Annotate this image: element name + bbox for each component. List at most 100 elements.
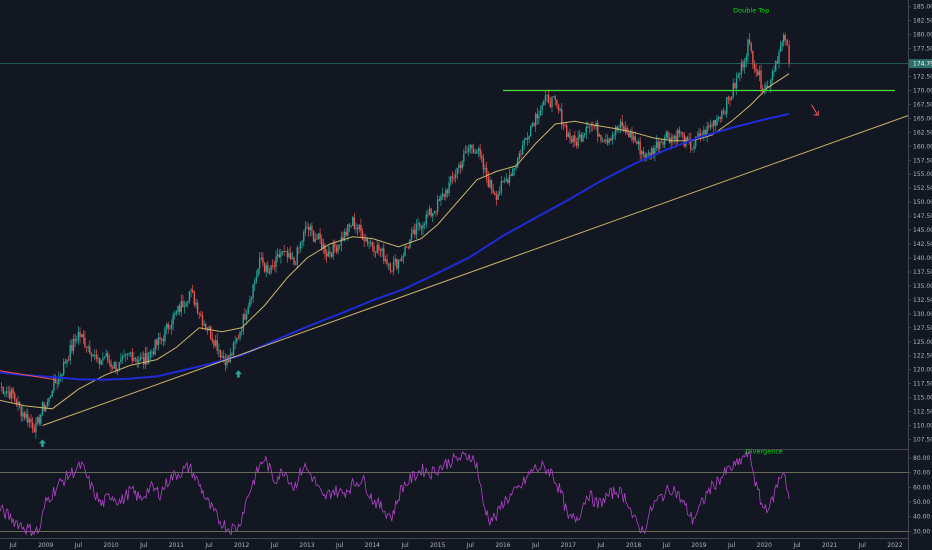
candle-body	[35, 422, 37, 433]
price-tick-label: 122.500	[913, 353, 932, 360]
candle-body	[487, 177, 489, 187]
candle-body	[335, 247, 338, 252]
candle-body	[164, 328, 166, 342]
candle-body	[211, 338, 214, 341]
candle-body	[534, 113, 537, 126]
candle-body	[51, 390, 53, 397]
time-tick-label: Jul	[74, 542, 83, 549]
candle-body	[54, 377, 57, 383]
price-tick-label: 165.000	[913, 115, 932, 122]
candle-body	[788, 45, 790, 64]
candle-body	[314, 238, 316, 242]
candle-body	[232, 342, 235, 356]
candle-body	[711, 124, 713, 127]
candle-body	[303, 232, 305, 242]
candle-body	[405, 246, 408, 248]
time-tick-label: Jul	[858, 542, 867, 549]
candle-body	[693, 145, 695, 149]
candle-body	[415, 224, 418, 235]
time-axis[interactable]: Jul 2009 Jul 2010 Jul 2011 Jul 2012 Jul 2013 Jul 20…	[8, 542, 902, 549]
trend-line[interactable]	[42, 115, 909, 426]
candle-body	[389, 263, 392, 271]
candle-body	[614, 126, 617, 135]
candle-body	[322, 244, 325, 249]
price-tick-label: 142.500	[913, 241, 932, 248]
candle-body	[247, 306, 249, 315]
candle-body	[71, 345, 73, 351]
candle-body	[332, 243, 334, 257]
candle-body	[0, 386, 3, 388]
time-tick-label: 2014	[365, 542, 380, 549]
candle-body	[516, 158, 519, 167]
candle-body	[544, 95, 547, 101]
candle-body	[213, 340, 215, 346]
candle-body	[557, 104, 560, 111]
candle-body	[183, 306, 186, 308]
candle-body	[105, 353, 107, 357]
candle-body	[376, 244, 378, 253]
price-tick-label: 155.000	[913, 171, 932, 178]
candle-body	[675, 135, 677, 142]
candle-body	[219, 350, 222, 358]
time-tick-label: Jul	[139, 542, 148, 549]
candle-body	[289, 252, 292, 259]
candle-body	[234, 341, 236, 343]
candle-body	[366, 238, 369, 244]
candle-body	[187, 300, 189, 303]
candle-body	[665, 132, 668, 138]
candle-body	[87, 346, 89, 348]
price-tick-label: 130.000	[913, 311, 932, 318]
time-tick-label: 2020	[757, 542, 772, 549]
candle-body	[597, 122, 599, 137]
candle-body	[567, 133, 570, 137]
candle-body	[123, 355, 125, 357]
candle-body	[58, 377, 60, 384]
candle-body	[298, 247, 300, 249]
candle-body	[781, 42, 783, 46]
candle-body	[585, 127, 587, 134]
time-tick-label: 2019	[691, 542, 706, 549]
candle-body	[414, 229, 416, 235]
candle-body	[436, 199, 439, 212]
candle-body	[245, 314, 248, 320]
candle-body	[198, 312, 200, 315]
candle-body	[593, 124, 596, 127]
candle-body	[430, 208, 432, 217]
candle-body	[742, 62, 744, 68]
price-tick-label: 140.000	[913, 255, 932, 262]
candle-body	[466, 151, 468, 153]
candle-body	[515, 166, 517, 169]
candle-body	[628, 132, 630, 138]
candle-body	[41, 402, 44, 415]
candle-body	[330, 253, 333, 257]
candle-body	[538, 115, 540, 119]
candle-body	[714, 120, 716, 126]
time-tick-label: 2018	[626, 542, 641, 549]
candle-body	[286, 251, 289, 258]
candle-body	[763, 88, 765, 90]
candle-body	[512, 168, 514, 177]
up-arrow-icon	[38, 439, 46, 447]
candle-body	[267, 265, 269, 273]
candle-body	[657, 141, 659, 149]
candle-body	[507, 179, 509, 184]
candle-body	[108, 360, 111, 363]
candle-body	[43, 402, 45, 411]
candle-body	[383, 248, 385, 262]
rsi-axis[interactable]: 80.00 70.00 60.00 50.00 40.00 30.00	[908, 455, 930, 535]
candle-body	[502, 181, 504, 182]
candle-body	[481, 155, 483, 159]
candle-body	[582, 135, 584, 142]
candle-body	[729, 98, 731, 101]
candle-body	[265, 265, 267, 272]
candle-body	[244, 314, 246, 320]
price-tick-label: 182.500	[913, 18, 932, 25]
up-arrow-icon	[234, 370, 242, 378]
candle-body	[569, 133, 571, 139]
candle-body	[95, 354, 98, 359]
time-tick-label: Jul	[596, 542, 605, 549]
candle-body	[324, 244, 326, 255]
candle-body	[236, 337, 238, 342]
candle-body	[471, 144, 473, 149]
